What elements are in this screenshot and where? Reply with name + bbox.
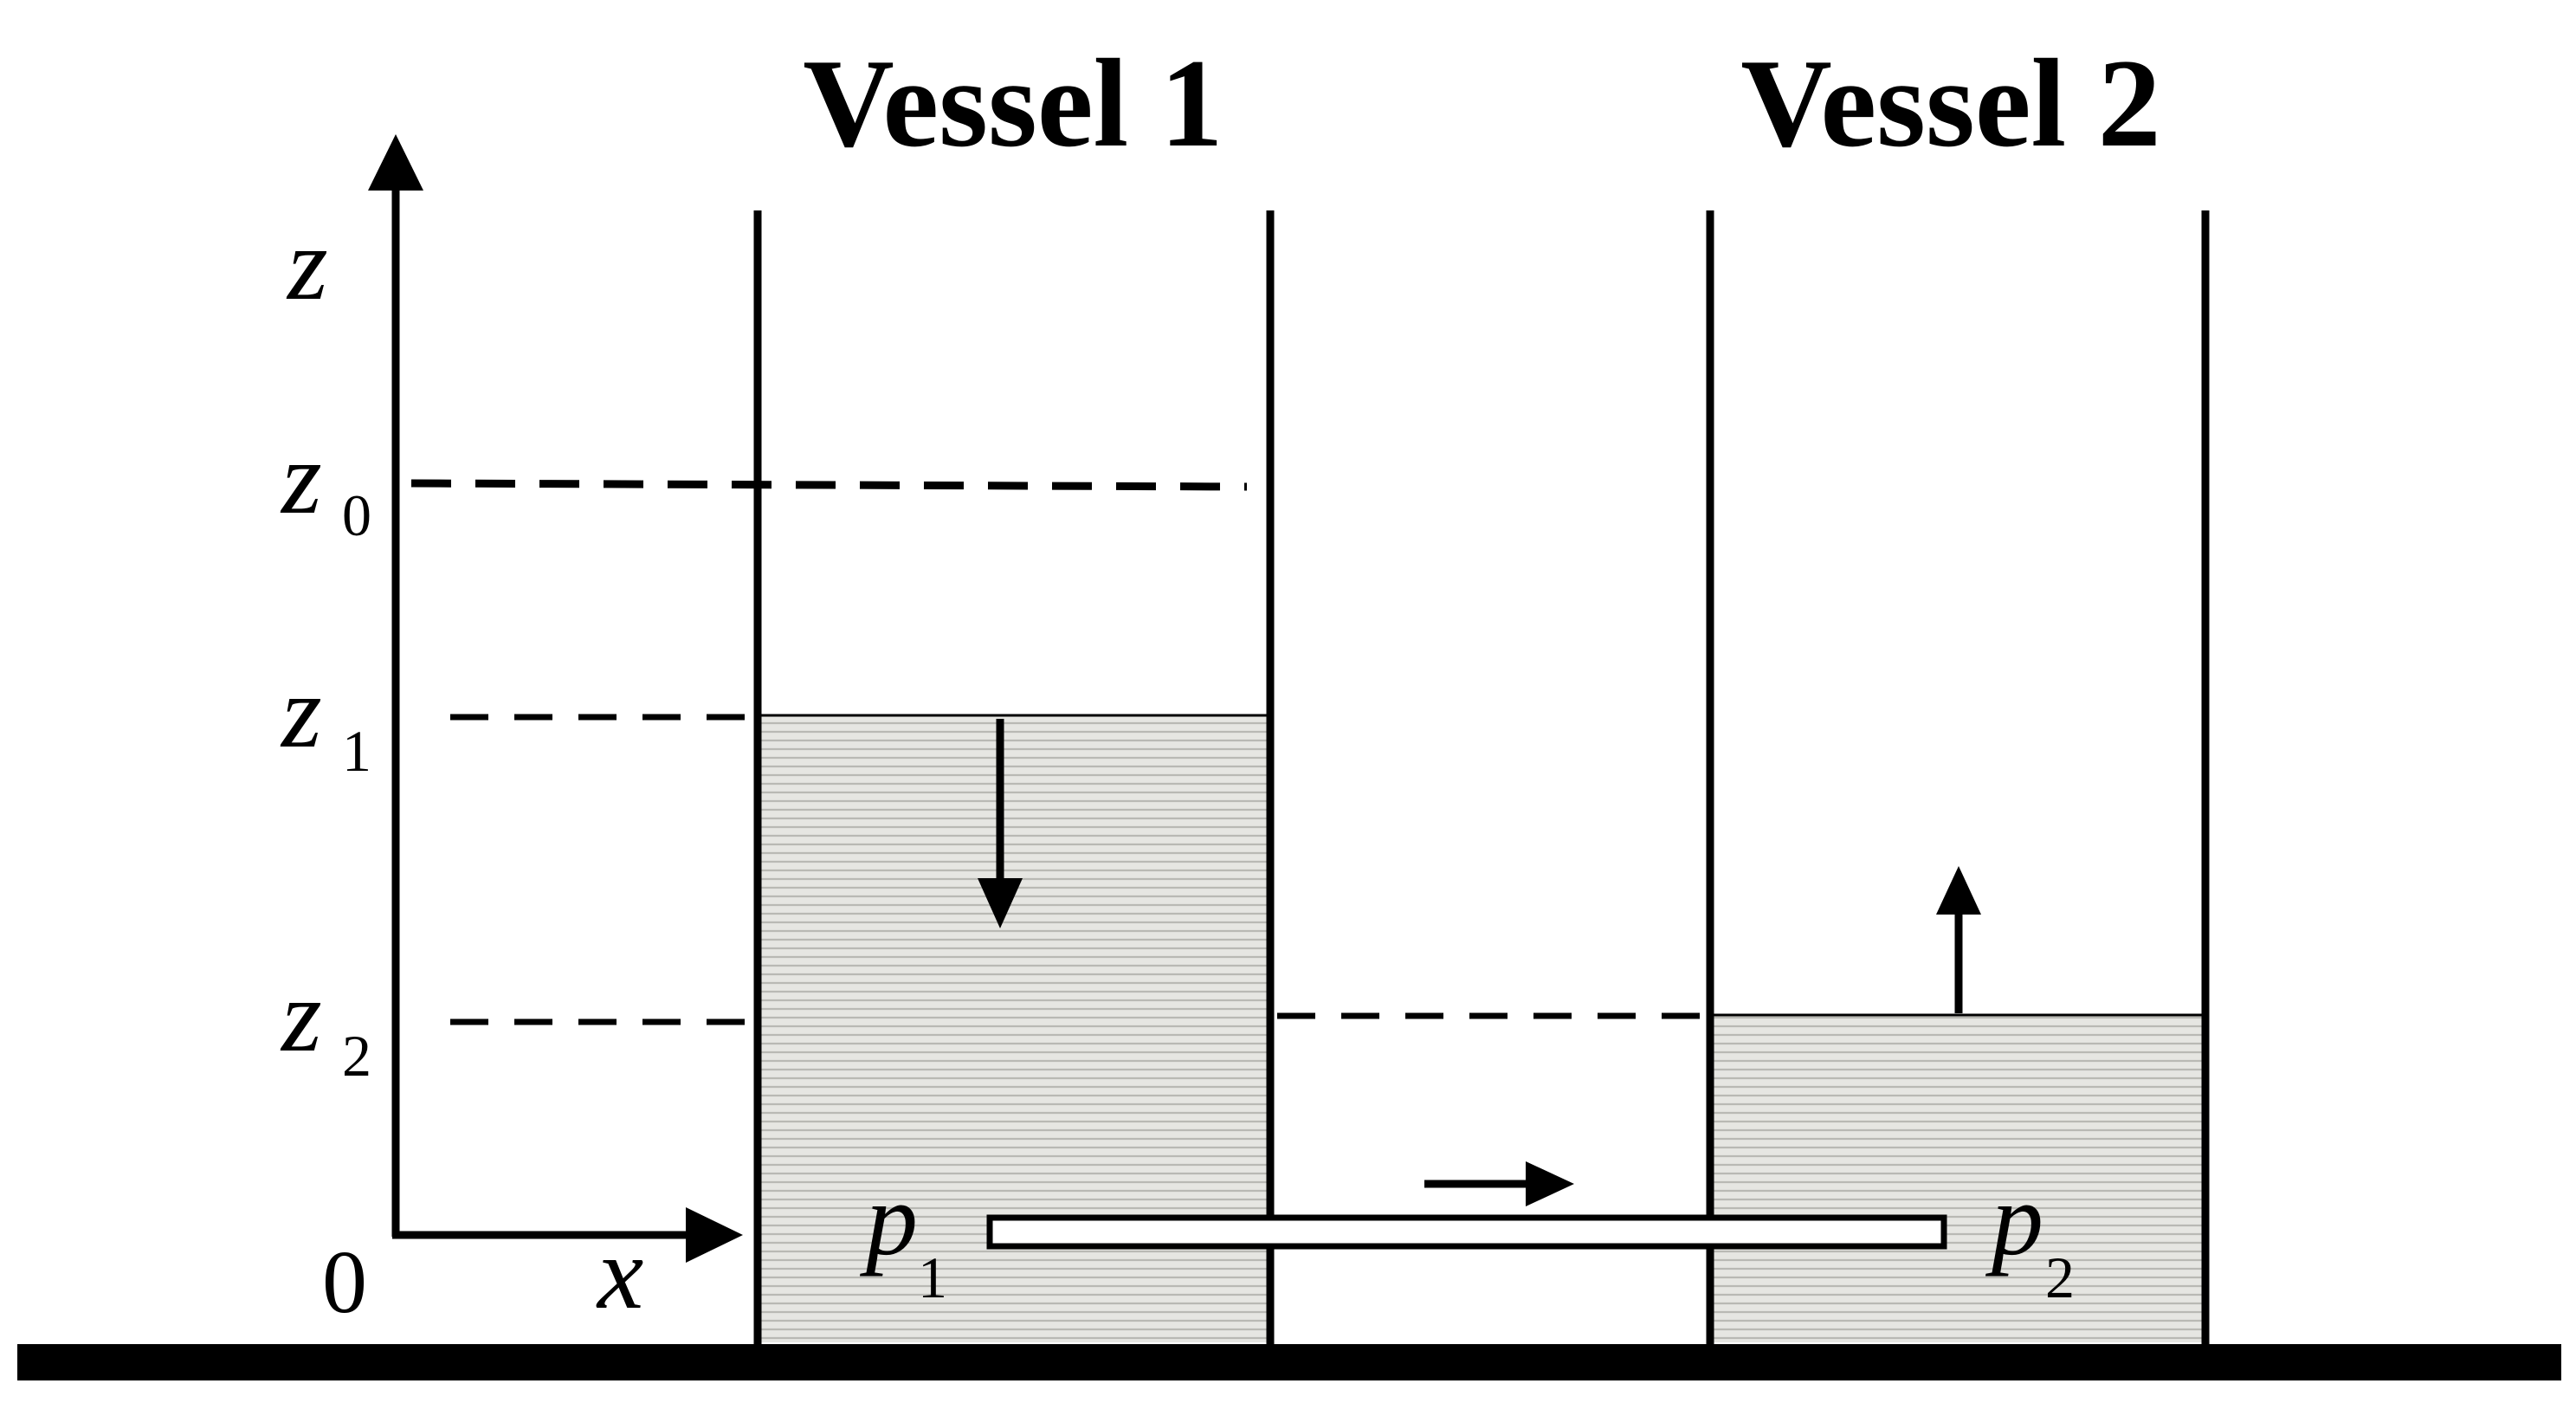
vessel-1-down-arrowhead xyxy=(978,878,1023,928)
vessel-2-liquid xyxy=(1710,1015,2204,1342)
level-label-z2-sub: 2 xyxy=(342,1023,371,1089)
pressure-label-p2: p 2 xyxy=(1985,1161,2075,1310)
pressure-label-p2-var: p xyxy=(1985,1161,2043,1277)
level-label-z1: z 1 xyxy=(280,654,371,784)
level-label-z2-var: z xyxy=(280,958,322,1073)
level-z0-dash xyxy=(410,479,1248,491)
vessel-2-title: Vessel 2 xyxy=(1740,33,2160,173)
pressure-label-p1-sub: 1 xyxy=(918,1245,947,1310)
level-label-z0-var: z xyxy=(280,420,322,535)
x-axis-label: x xyxy=(596,1215,643,1330)
level-label-z1-sub: 1 xyxy=(342,718,371,784)
pipe-flow-arrowhead xyxy=(1526,1161,1574,1206)
z-axis-label: z xyxy=(286,206,328,321)
level-label-z2: z 2 xyxy=(280,958,371,1089)
z-axis-arrowhead xyxy=(368,134,423,191)
level-label-z0: z 0 xyxy=(280,420,371,548)
pressure-label-p2-sub: 2 xyxy=(2045,1245,2075,1310)
x-axis-arrowhead xyxy=(686,1207,743,1263)
level-label-z0-sub: 0 xyxy=(342,482,371,548)
ground-base xyxy=(17,1344,2561,1380)
level-label-z1-var: z xyxy=(280,654,322,769)
vessel-1-title: Vessel 1 xyxy=(803,33,1223,173)
vessel-2-up-arrowhead xyxy=(1936,866,1981,915)
pressure-label-p1: p 1 xyxy=(859,1161,947,1310)
connecting-pipe xyxy=(986,1214,1947,1250)
pressure-label-p1-var: p xyxy=(859,1161,918,1277)
origin-label: 0 xyxy=(322,1232,367,1332)
